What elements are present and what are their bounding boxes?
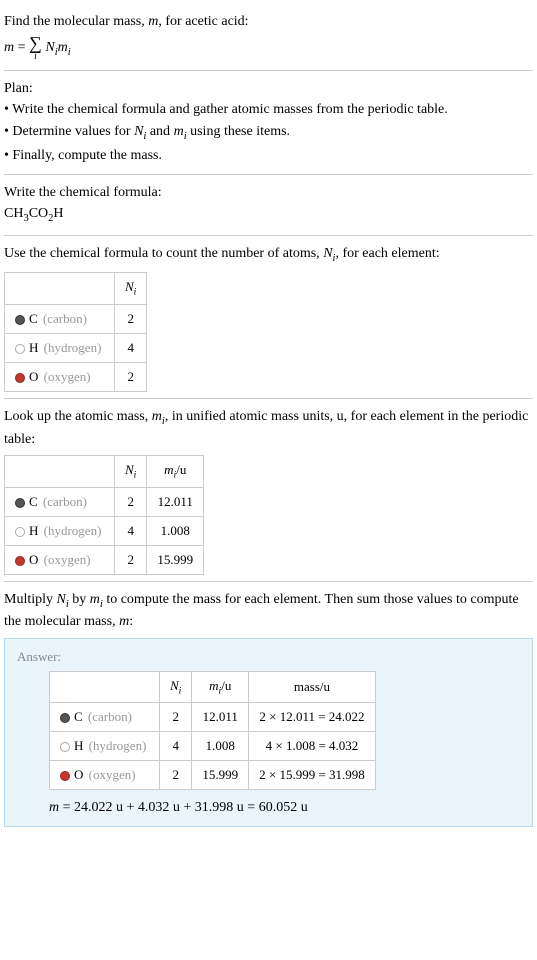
n-value: 4 [115, 334, 147, 363]
header-blank [50, 671, 160, 703]
element-cell: O (oxygen) [50, 761, 160, 790]
final-heading: Multiply Ni by mi to compute the mass fo… [4, 590, 533, 632]
n-value: 2 [115, 305, 147, 334]
chem-formula-value: CH3CO2H [4, 204, 533, 226]
oxygen-dot-icon [15, 373, 25, 383]
n-value: 2 [115, 363, 147, 392]
calc-value: 4 × 1.008 = 4.032 [249, 732, 376, 761]
element-cell: O (oxygen) [5, 545, 115, 574]
m-value: 1.008 [147, 516, 204, 545]
plan-bullet-2: • Determine values for Ni and mi using t… [4, 122, 533, 144]
carbon-dot-icon [15, 315, 25, 325]
element-cell: H (hydrogen) [5, 516, 115, 545]
table-row: C (carbon) 2 [5, 305, 147, 334]
header-blank [5, 456, 115, 488]
intro-section: Find the molecular mass, m, for acetic a… [4, 4, 533, 71]
answer-box: Answer: Ni mi/u mass/u C (carbon) 2 12.0… [4, 638, 533, 828]
chem-formula-section: Write the chemical formula: CH3CO2H [4, 175, 533, 236]
answer-label: Answer: [17, 649, 520, 665]
element-cell: H (hydrogen) [50, 732, 160, 761]
header-ni: Ni [160, 671, 192, 703]
n-value: 2 [160, 761, 192, 790]
plan-heading: Plan: [4, 79, 533, 99]
count-heading: Use the chemical formula to count the nu… [4, 244, 533, 266]
element-cell: C (carbon) [5, 487, 115, 516]
table-row: O (oxygen) 2 15.999 [5, 545, 204, 574]
chem-formula-heading: Write the chemical formula: [4, 183, 533, 203]
element-cell: O (oxygen) [5, 363, 115, 392]
calc-value: 2 × 12.011 = 24.022 [249, 703, 376, 732]
table-header-row: Ni mi/u mass/u [50, 671, 376, 703]
hydrogen-dot-icon [60, 742, 70, 752]
header-mi: mi/u [192, 671, 249, 703]
n-value: 4 [160, 732, 192, 761]
table-row: O (oxygen) 2 [5, 363, 147, 392]
table-row: C (carbon) 2 12.011 2 × 12.011 = 24.022 [50, 703, 376, 732]
m-value: 1.008 [192, 732, 249, 761]
oxygen-dot-icon [15, 556, 25, 566]
oxygen-dot-icon [60, 771, 70, 781]
m-value: 15.999 [147, 545, 204, 574]
hydrogen-dot-icon [15, 344, 25, 354]
table-header-row: Ni mi/u [5, 456, 204, 488]
element-cell: C (carbon) [5, 305, 115, 334]
mass-heading: Look up the atomic mass, mi, in unified … [4, 407, 533, 449]
element-cell: C (carbon) [50, 703, 160, 732]
table-row: H (hydrogen) 4 [5, 334, 147, 363]
header-blank [5, 273, 115, 305]
m-value: 12.011 [147, 487, 204, 516]
header-mi: mi/u [147, 456, 204, 488]
header-ni: Ni [115, 456, 147, 488]
mass-table: Ni mi/u C (carbon) 2 12.011 H (hydrogen)… [4, 455, 204, 575]
plan-bullet-1: • Write the chemical formula and gather … [4, 100, 533, 120]
mass-section: Look up the atomic mass, mi, in unified … [4, 399, 533, 582]
answer-table: Ni mi/u mass/u C (carbon) 2 12.011 2 × 1… [49, 671, 376, 791]
n-value: 4 [115, 516, 147, 545]
carbon-dot-icon [15, 498, 25, 508]
header-ni: Ni [115, 273, 147, 305]
hydrogen-dot-icon [15, 527, 25, 537]
count-table: Ni C (carbon) 2 H (hydrogen) 4 O (oxygen… [4, 272, 147, 392]
table-row: H (hydrogen) 4 1.008 [5, 516, 204, 545]
header-mass: mass/u [249, 671, 376, 703]
table-row: O (oxygen) 2 15.999 2 × 15.999 = 31.998 [50, 761, 376, 790]
intro-prompt: Find the molecular mass, m, for acetic a… [4, 12, 533, 32]
m-value: 12.011 [192, 703, 249, 732]
plan-bullet-3: • Finally, compute the mass. [4, 146, 533, 166]
m-value: 15.999 [192, 761, 249, 790]
n-value: 2 [115, 545, 147, 574]
carbon-dot-icon [60, 713, 70, 723]
calc-value: 2 × 15.999 = 31.998 [249, 761, 376, 790]
element-cell: H (hydrogen) [5, 334, 115, 363]
table-row: C (carbon) 2 12.011 [5, 487, 204, 516]
intro-formula: m = ∑ i Nimi [4, 34, 533, 62]
n-value: 2 [160, 703, 192, 732]
count-section: Use the chemical formula to count the nu… [4, 236, 533, 399]
table-row: H (hydrogen) 4 1.008 4 × 1.008 = 4.032 [50, 732, 376, 761]
table-header-row: Ni [5, 273, 147, 305]
plan-section: Plan: • Write the chemical formula and g… [4, 71, 533, 175]
final-equation: m = 24.022 u + 4.032 u + 31.998 u = 60.0… [49, 800, 520, 816]
final-section: Multiply Ni by mi to compute the mass fo… [4, 582, 533, 834]
n-value: 2 [115, 487, 147, 516]
